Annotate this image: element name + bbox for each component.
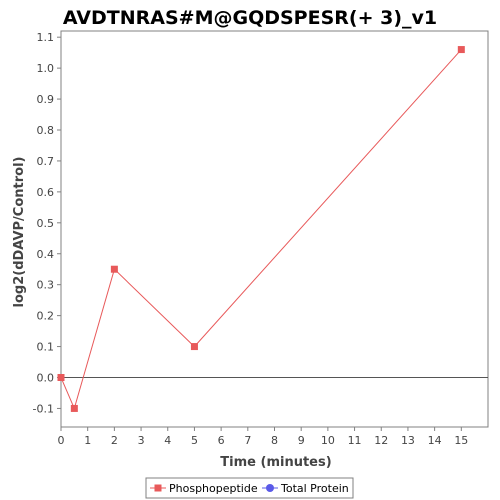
y-tick-label: 0.0 — [37, 372, 55, 385]
x-tick-label: 6 — [218, 434, 225, 447]
x-tick-label: 2 — [111, 434, 118, 447]
y-tick-label: -0.1 — [33, 402, 54, 415]
y-tick-label: 0.8 — [37, 124, 55, 137]
y-tick-label: 0.6 — [37, 186, 55, 199]
x-tick-label: 3 — [138, 434, 145, 447]
x-tick-label: 9 — [298, 434, 305, 447]
y-tick-label: 0.4 — [37, 248, 55, 261]
data-point — [57, 374, 65, 381]
x-axis: 0 1 2 3 4 5 6 7 8 9 10 11 12 13 14 15 — [58, 427, 468, 447]
x-tick-label: 10 — [321, 434, 335, 447]
plot-border — [60, 30, 489, 428]
x-tick-label: 12 — [374, 434, 388, 447]
data-point — [190, 343, 198, 351]
legend-marker-phosphopeptide — [154, 484, 162, 492]
y-tick-label: 0.3 — [37, 279, 55, 292]
series-layer — [57, 46, 465, 412]
data-point — [70, 404, 78, 412]
plot-area — [60, 30, 489, 428]
legend: Phosphopeptide Total Protein — [145, 477, 354, 499]
x-tick-label: 13 — [401, 434, 415, 447]
y-tick-label: 1.1 — [37, 31, 55, 44]
legend-label-total-protein: Total Protein — [280, 482, 349, 495]
y-axis-label: log2(dDAVP/Control) — [12, 157, 27, 308]
x-tick-label: 1 — [84, 434, 91, 447]
chart-title: AVDTNRAS#M@GQDSPESR(+ 3)_v1 — [63, 7, 437, 29]
data-point — [110, 265, 118, 273]
x-tick-label: 14 — [428, 434, 442, 447]
legend-box — [145, 477, 354, 499]
x-tick-label: 0 — [58, 434, 65, 447]
x-tick-label: 5 — [191, 434, 198, 447]
legend-label-phosphopeptide: Phosphopeptide — [169, 482, 258, 495]
x-axis-label: Time (minutes) — [220, 455, 331, 470]
x-tick-label: 8 — [271, 434, 278, 447]
y-tick-label: 0.2 — [37, 310, 55, 323]
y-tick-label: 0.1 — [37, 341, 55, 354]
data-point — [457, 46, 465, 54]
x-tick-label: 15 — [454, 434, 468, 447]
y-tick-label: 0.9 — [37, 93, 55, 106]
legend-marker-total-protein — [266, 484, 274, 492]
y-tick-label: 0.5 — [37, 217, 55, 230]
y-tick-label: 0.7 — [37, 155, 55, 168]
x-tick-label: 7 — [244, 434, 251, 447]
x-tick-label: 11 — [348, 434, 362, 447]
x-tick-label: 4 — [164, 434, 171, 447]
y-tick-label: 1.0 — [37, 62, 55, 75]
y-axis: -0.1 0.0 0.1 0.2 0.3 0.4 0.5 0.6 0.7 0.8 0.9 1.0 1.1 — [33, 31, 61, 415]
